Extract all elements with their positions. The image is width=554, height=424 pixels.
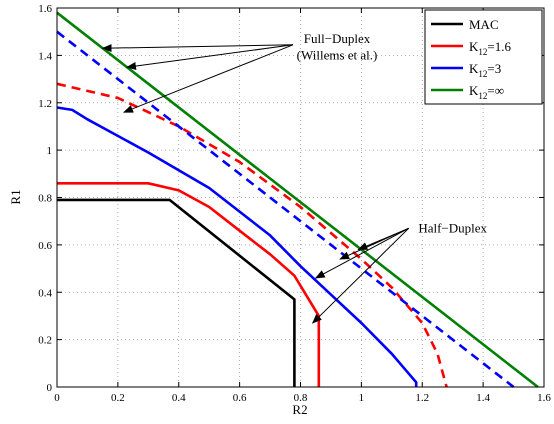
- x-tick-label: 1.4: [476, 392, 490, 404]
- annotation-arrow: [101, 44, 294, 53]
- y-tick-label: 0.8: [38, 193, 52, 205]
- series-line-0: [57, 198, 296, 387]
- ticks-group: 0 0.2 0.4 0.6 0.8 1 1.2 1.4 1.6 0 0.2 0.4 0.6 0.8 1 1.2…: [38, 3, 551, 404]
- y-tick-label: 0.2: [38, 335, 52, 347]
- y-tick-label: 0: [47, 382, 53, 394]
- y-tick-label: 1.2: [38, 98, 52, 110]
- x-tick-label: 0.4: [172, 392, 186, 404]
- x-tick-label: 1: [359, 392, 365, 404]
- y-tick-label: 0.4: [38, 287, 52, 299]
- legend-entry: K12=3: [469, 61, 501, 79]
- y-tick-label: 0.6: [38, 240, 52, 252]
- annotation-text: (Willems et al.): [297, 47, 378, 62]
- legend-entry: MAC: [469, 17, 499, 32]
- annotations-group: Full−Duplex(Willems et al.) Half−Duplex: [101, 31, 488, 324]
- series-line-3: [56, 82, 448, 388]
- y-axis-label: R1: [8, 189, 23, 204]
- annotation-arrow: [126, 44, 294, 70]
- y-tick-label: 1.4: [38, 50, 52, 62]
- y-tick-label: 1: [47, 145, 53, 157]
- annotation-arrow: [123, 44, 294, 113]
- x-tick-label: 1.6: [537, 392, 551, 404]
- x-tick-label: 0.8: [294, 392, 308, 404]
- annotation-text: Full−Duplex: [304, 31, 371, 46]
- x-tick-label: 0.2: [111, 392, 125, 404]
- series-group: [56, 11, 539, 389]
- series-line-2: [56, 106, 418, 387]
- legend: MAC K12=1.6 K12=3 K12=∞: [424, 9, 543, 105]
- series-line-4: [56, 30, 515, 389]
- x-tick-label: 0.6: [233, 392, 247, 404]
- y-tick-label: 1.6: [38, 3, 52, 15]
- legend-box: [424, 9, 543, 105]
- annotation-arrow: [339, 227, 409, 260]
- x-tick-label: 0: [54, 392, 60, 404]
- x-axis-label: R2: [292, 402, 307, 417]
- annotation-arrow: [314, 227, 409, 279]
- legend-entry: K12=1.6: [469, 39, 511, 57]
- x-tick-label: 1.2: [415, 392, 429, 404]
- annotation-text: Half−Duplex: [418, 220, 487, 235]
- series-line-5: [56, 11, 539, 389]
- series-line-1: [57, 182, 321, 387]
- legend-entry: K12=∞: [469, 83, 504, 101]
- annotation-arrow: [311, 227, 410, 324]
